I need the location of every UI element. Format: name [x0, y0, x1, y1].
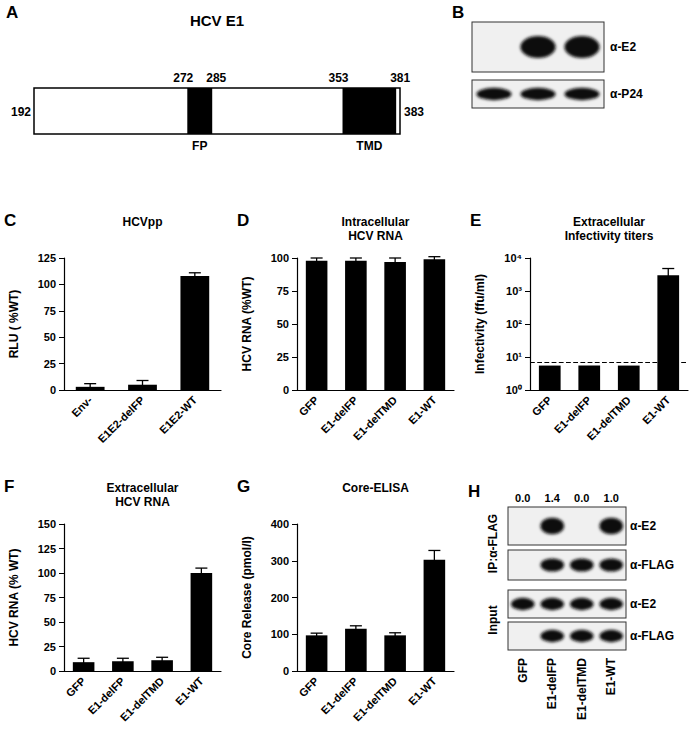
svg-text:α-E2: α-E2: [610, 40, 636, 54]
svg-text:E1-WT: E1-WT: [406, 675, 439, 708]
svg-text:Core-ELISA: Core-ELISA: [342, 481, 409, 495]
svg-text:E1-WT: E1-WT: [640, 394, 673, 427]
svg-text:50: 50: [44, 331, 56, 343]
svg-text:192: 192: [11, 105, 31, 119]
svg-text:200: 200: [271, 592, 289, 604]
svg-text:0: 0: [50, 665, 56, 677]
svg-text:GFP: GFP: [516, 658, 530, 683]
svg-text:E1-delFP: E1-delFP: [318, 675, 360, 717]
svg-text:0.0: 0.0: [515, 492, 530, 504]
svg-text:A: A: [6, 3, 18, 22]
svg-text:FP: FP: [192, 139, 207, 153]
svg-text:100: 100: [271, 628, 289, 640]
svg-text:Core Release (pmol/l): Core Release (pmol/l): [240, 536, 254, 659]
svg-text:25: 25: [44, 358, 56, 370]
svg-text:E1-delFP: E1-delFP: [318, 394, 360, 436]
svg-text:HCV RNA: HCV RNA: [115, 495, 170, 509]
svg-text:50: 50: [44, 616, 56, 628]
svg-text:Input: Input: [486, 605, 500, 634]
svg-text:381: 381: [390, 71, 410, 85]
svg-text:10⁴: 10⁴: [504, 252, 522, 264]
svg-text:125: 125: [38, 252, 56, 264]
svg-text:400: 400: [271, 518, 289, 530]
svg-text:D: D: [237, 211, 249, 230]
svg-text:α-E2: α-E2: [630, 519, 656, 533]
svg-text:H: H: [468, 482, 480, 501]
svg-text:F: F: [4, 477, 14, 496]
svg-text:E1E2-delFP: E1E2-delFP: [96, 394, 147, 445]
svg-text:E: E: [470, 211, 481, 230]
svg-text:GFP: GFP: [63, 675, 87, 699]
svg-text:0.0: 0.0: [574, 492, 589, 504]
svg-text:HCV RNA (% WT): HCV RNA (% WT): [7, 548, 21, 646]
svg-text:E1E2-WT: E1E2-WT: [157, 394, 199, 436]
svg-text:G: G: [237, 477, 250, 496]
svg-text:RLU ( %WT): RLU ( %WT): [7, 290, 21, 359]
svg-text:75: 75: [44, 305, 56, 317]
svg-text:E1-delTMD: E1-delTMD: [351, 394, 400, 443]
svg-text:HCV RNA: HCV RNA: [348, 229, 403, 243]
svg-text:285: 285: [206, 71, 226, 85]
svg-text:10⁰: 10⁰: [506, 384, 522, 396]
svg-text:E1-delTMD: E1-delTMD: [351, 675, 400, 724]
svg-text:IP:α-FLAG: IP:α-FLAG: [486, 514, 500, 573]
svg-text:0: 0: [283, 384, 289, 396]
svg-text:10¹: 10¹: [506, 351, 522, 363]
svg-text:HCVpp: HCVpp: [123, 215, 163, 229]
svg-text:E1-delFP: E1-delFP: [545, 658, 559, 709]
svg-text:TMD: TMD: [356, 139, 382, 153]
svg-text:75: 75: [44, 592, 56, 604]
svg-text:383: 383: [404, 105, 424, 119]
svg-text:α-P24: α-P24: [610, 87, 643, 101]
svg-text:25: 25: [44, 641, 56, 653]
svg-text:150: 150: [38, 518, 56, 530]
svg-text:E1-delFP: E1-delFP: [552, 394, 594, 436]
svg-text:Infectivity titers: Infectivity titers: [565, 229, 654, 243]
svg-text:GFP: GFP: [296, 675, 320, 699]
svg-text:E1-delTMD: E1-delTMD: [118, 675, 167, 724]
svg-text:E1-delTMD: E1-delTMD: [575, 658, 589, 720]
svg-text:Extracellular: Extracellular: [106, 481, 178, 495]
svg-text:HCV RNA (%WT): HCV RNA (%WT): [240, 277, 254, 372]
svg-text:0: 0: [50, 384, 56, 396]
svg-text:Infectivity (ffu/ml): Infectivity (ffu/ml): [473, 274, 487, 374]
svg-text:HCV E1: HCV E1: [190, 12, 244, 29]
svg-text:E1-delTMD: E1-delTMD: [584, 394, 633, 443]
svg-text:1.0: 1.0: [604, 492, 619, 504]
svg-text:α-FLAG: α-FLAG: [630, 629, 674, 643]
svg-text:Intracellular: Intracellular: [341, 215, 409, 229]
svg-text:E1-WT: E1-WT: [173, 675, 206, 708]
svg-text:Env-: Env-: [69, 394, 95, 420]
svg-text:272: 272: [173, 71, 193, 85]
svg-text:Extracellular: Extracellular: [573, 215, 645, 229]
svg-text:100: 100: [38, 278, 56, 290]
svg-text:E1-WT: E1-WT: [604, 657, 618, 695]
svg-text:C: C: [4, 211, 16, 230]
svg-text:1.4: 1.4: [545, 492, 561, 504]
svg-text:10²: 10²: [506, 318, 522, 330]
svg-text:100: 100: [271, 252, 289, 264]
svg-text:353: 353: [328, 71, 348, 85]
svg-text:125: 125: [38, 543, 56, 555]
svg-text:α-E2: α-E2: [630, 597, 656, 611]
svg-text:E1-delFP: E1-delFP: [85, 675, 127, 717]
svg-text:75: 75: [277, 285, 289, 297]
svg-text:B: B: [452, 3, 464, 22]
svg-text:E1-WT: E1-WT: [406, 394, 439, 427]
svg-text:10³: 10³: [506, 285, 522, 297]
svg-text:α-FLAG: α-FLAG: [630, 558, 674, 572]
svg-text:50: 50: [277, 318, 289, 330]
svg-text:100: 100: [38, 567, 56, 579]
svg-text:25: 25: [277, 351, 289, 363]
svg-text:300: 300: [271, 555, 289, 567]
svg-text:GFP: GFP: [296, 394, 320, 418]
svg-text:GFP: GFP: [530, 394, 554, 418]
svg-text:0: 0: [283, 665, 289, 677]
